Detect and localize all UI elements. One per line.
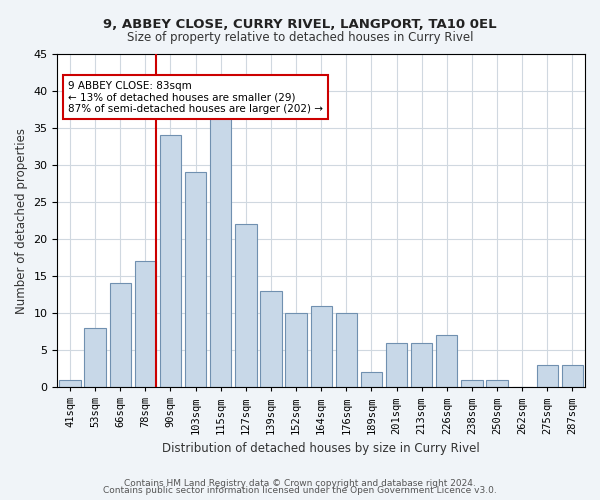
Bar [134,262,156,387]
Text: 9 ABBEY CLOSE: 83sqm
← 13% of detached houses are smaller (29)
87% of semi-detac: 9 ABBEY CLOSE: 83sqm ← 13% of detached h… [68,80,323,114]
X-axis label: Distribution of detached houses by size in Curry Rivel: Distribution of detached houses by size … [163,442,480,455]
Text: Size of property relative to detached houses in Curry Rivel: Size of property relative to detached ho… [127,31,473,44]
Bar [160,136,181,387]
Bar [59,380,80,387]
Y-axis label: Number of detached properties: Number of detached properties [15,128,28,314]
Text: Contains HM Land Registry data © Crown copyright and database right 2024.: Contains HM Land Registry data © Crown c… [124,478,476,488]
Bar [461,380,482,387]
Bar [260,291,281,387]
Bar [286,313,307,387]
Text: 9, ABBEY CLOSE, CURRY RIVEL, LANGPORT, TA10 0EL: 9, ABBEY CLOSE, CURRY RIVEL, LANGPORT, T… [103,18,497,30]
Bar [386,342,407,387]
Bar [85,328,106,387]
Bar [411,342,433,387]
Bar [361,372,382,387]
Bar [562,365,583,387]
Bar [210,113,232,387]
Bar [536,365,558,387]
Bar [110,284,131,387]
Bar [311,306,332,387]
Bar [436,336,457,387]
Bar [185,172,206,387]
Bar [235,224,257,387]
Bar [487,380,508,387]
Bar [335,313,357,387]
Text: Contains public sector information licensed under the Open Government Licence v3: Contains public sector information licen… [103,486,497,495]
